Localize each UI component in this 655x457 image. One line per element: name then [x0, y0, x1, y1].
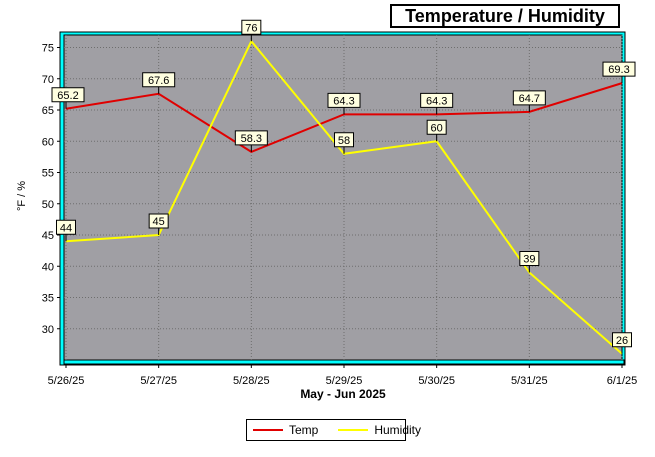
- data-label-humidity: 76: [245, 22, 257, 34]
- x-tick-label: 5/29/25: [326, 375, 363, 387]
- data-label-temp: 64.3: [426, 95, 447, 107]
- x-tick-label: 5/31/25: [511, 375, 548, 387]
- x-tick-label: 6/1/25: [607, 375, 638, 387]
- legend-label-humidity: Humidity: [374, 423, 422, 437]
- legend: Temp Humidity: [246, 419, 421, 441]
- y-tick-label: 65: [42, 105, 54, 117]
- x-tick-label: 5/26/25: [48, 375, 85, 387]
- legend-swatch-humidity: [338, 429, 369, 431]
- data-label-box: [148, 213, 169, 229]
- data-label-humidity: 60: [431, 122, 443, 134]
- data-label-box: [334, 132, 354, 148]
- y-tick-label: 70: [42, 74, 54, 86]
- data-label-temp: 67.6: [148, 75, 169, 87]
- y-tick-label: 35: [42, 293, 54, 305]
- data-label-box: [512, 90, 546, 106]
- data-label-temp: 65.2: [57, 90, 78, 102]
- data-label-box: [234, 130, 268, 146]
- data-label-box: [56, 219, 76, 235]
- data-label-box: [142, 72, 176, 88]
- data-label-temp: 58.3: [241, 133, 262, 145]
- data-label-humidity: 45: [153, 216, 165, 228]
- data-label-temp: 64.3: [333, 95, 354, 107]
- x-axis-label: May - Jun 2025: [300, 387, 386, 401]
- data-label-humidity: 58: [338, 135, 350, 147]
- legend-swatch-temp: [253, 429, 283, 431]
- legend-item-humidity: Humidity: [338, 423, 421, 437]
- y-tick-label: 55: [42, 168, 54, 180]
- chart-title: Temperature / Humidity: [390, 4, 620, 28]
- data-label-box: [327, 92, 361, 108]
- data-label-box: [519, 251, 540, 266]
- y-axis-label: °F / %: [16, 180, 28, 212]
- y-tick-label: 30: [42, 324, 54, 336]
- x-tick-label: 5/30/25: [418, 375, 455, 387]
- y-tick-label: 50: [42, 199, 54, 211]
- data-label-box: [241, 19, 262, 35]
- data-label-box: [51, 87, 85, 103]
- data-label-box: [602, 61, 636, 77]
- y-tick-label: 40: [42, 261, 54, 273]
- data-label-humidity: 26: [616, 335, 628, 347]
- data-label-box: [426, 119, 447, 135]
- legend-label-temp: Temp: [289, 423, 319, 437]
- y-tick-label: 45: [42, 230, 54, 242]
- data-label-box: [612, 332, 632, 348]
- data-label-box: [420, 92, 454, 108]
- plot-floor: [63, 359, 625, 365]
- data-label-temp: 69.3: [608, 64, 629, 76]
- x-tick-label: 5/28/25: [233, 375, 270, 387]
- data-label-humidity: 44: [60, 222, 72, 234]
- data-label-temp: 64.7: [519, 93, 540, 105]
- legend-item-temp: Temp: [253, 423, 318, 437]
- data-label-humidity: 39: [523, 254, 535, 266]
- x-tick-label: 5/27/25: [140, 375, 177, 387]
- y-tick-label: 75: [42, 43, 54, 55]
- y-tick-label: 60: [42, 136, 54, 148]
